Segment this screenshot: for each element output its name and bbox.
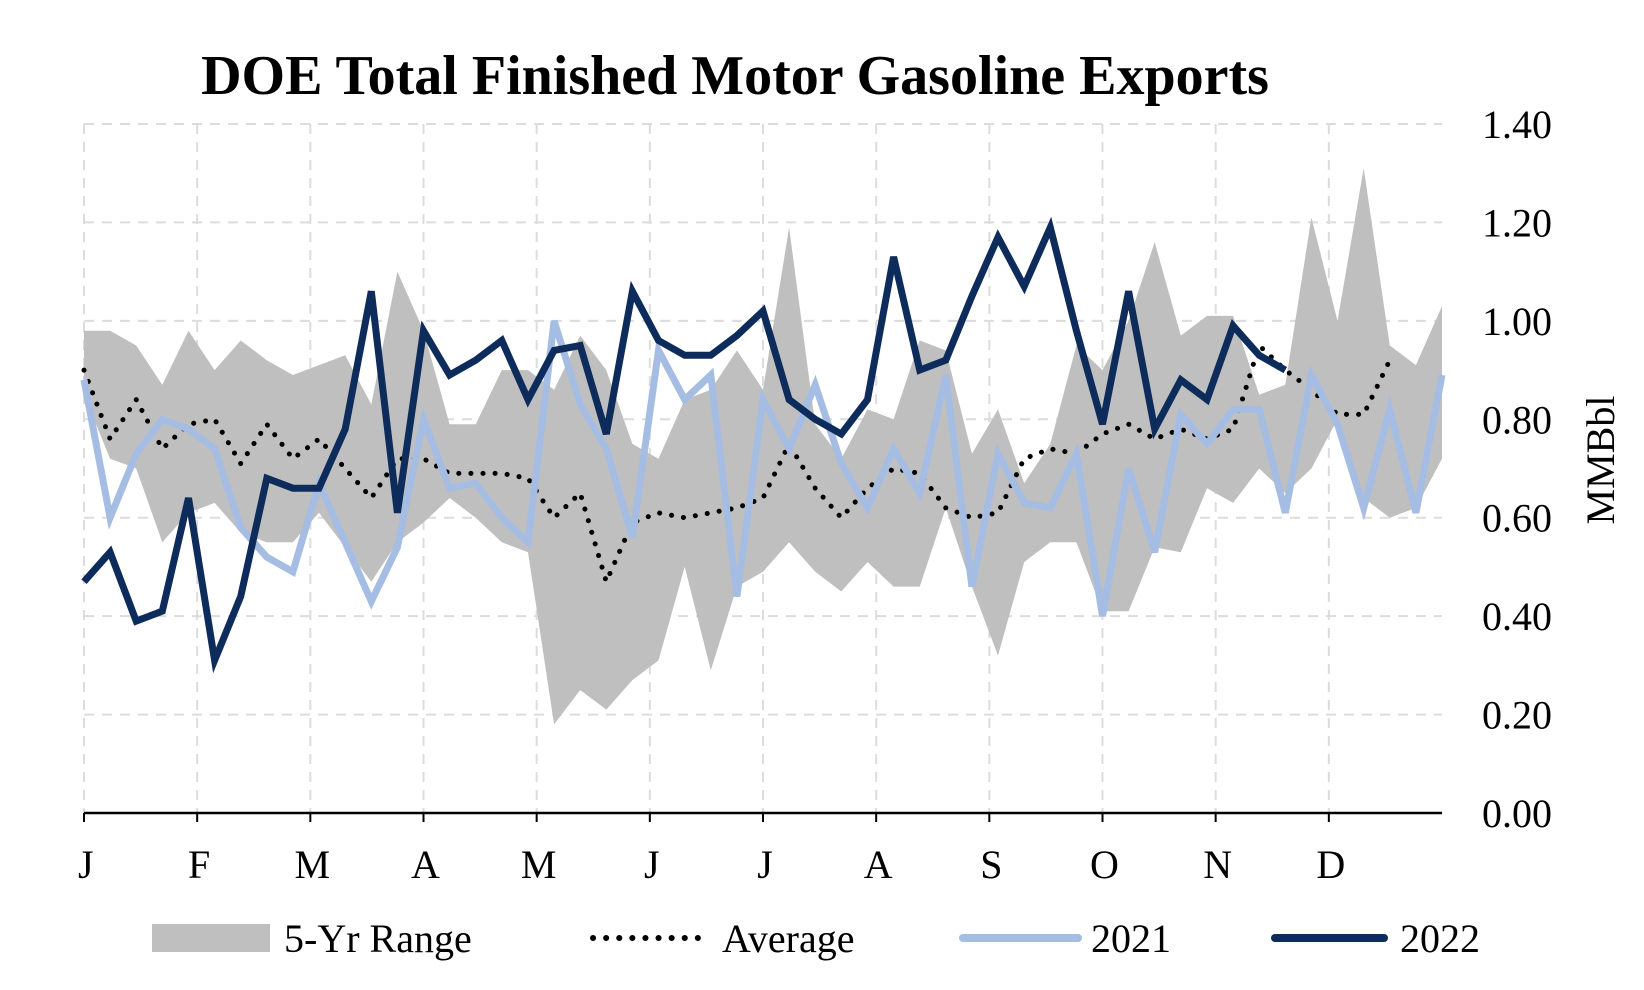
five-year-range bbox=[84, 168, 1442, 725]
y-tick-label: 1.40 bbox=[1482, 102, 1552, 147]
x-tick-label: J bbox=[757, 842, 773, 887]
x-tick-label: A bbox=[864, 842, 893, 887]
range-band bbox=[84, 168, 1442, 725]
legend-label-range: 5-Yr Range bbox=[284, 916, 472, 961]
chart-title: DOE Total Finished Motor Gasoline Export… bbox=[201, 45, 1269, 107]
series-line-average bbox=[81, 340, 1393, 589]
x-tick-label: A bbox=[411, 842, 440, 887]
x-tick-label: M bbox=[521, 842, 557, 887]
y-tick-label: 0.80 bbox=[1482, 397, 1552, 442]
y-tick-label: 0.20 bbox=[1482, 693, 1552, 738]
y-tick-label: 0.00 bbox=[1482, 791, 1552, 836]
legend-label-average: Average bbox=[722, 916, 855, 961]
y-tick-label: 0.40 bbox=[1482, 594, 1552, 639]
y-tick-label: 1.20 bbox=[1482, 200, 1552, 245]
x-tick-label: O bbox=[1090, 842, 1119, 887]
x-tick-label: J bbox=[644, 842, 660, 887]
series-line-2022 bbox=[81, 216, 1288, 674]
y-axis-ticks: 0.00 0.20 0.40 0.60 0.80 1.00 1.20 1.40 bbox=[1482, 102, 1552, 836]
legend-label-2021: 2021 bbox=[1091, 916, 1171, 961]
x-axis bbox=[83, 811, 1442, 822]
x-tick-label: S bbox=[980, 842, 1002, 887]
x-tick-label: N bbox=[1203, 842, 1232, 887]
y-tick-label: 1.00 bbox=[1482, 299, 1552, 344]
series-lines bbox=[80, 216, 1446, 674]
series-line-2021 bbox=[80, 319, 1446, 617]
x-tick-label: F bbox=[188, 842, 210, 887]
x-tick-label: D bbox=[1316, 842, 1345, 887]
legend-label-2022: 2022 bbox=[1400, 916, 1480, 961]
y-axis-title: MMBbl bbox=[1578, 396, 1623, 525]
y-tick-label: 0.60 bbox=[1482, 496, 1552, 541]
legend-swatch-range bbox=[152, 924, 270, 952]
x-tick-label: J bbox=[78, 842, 94, 887]
legend: 5-Yr Range Average 2021 2022 bbox=[152, 916, 1480, 961]
x-tick-label: M bbox=[295, 842, 331, 887]
